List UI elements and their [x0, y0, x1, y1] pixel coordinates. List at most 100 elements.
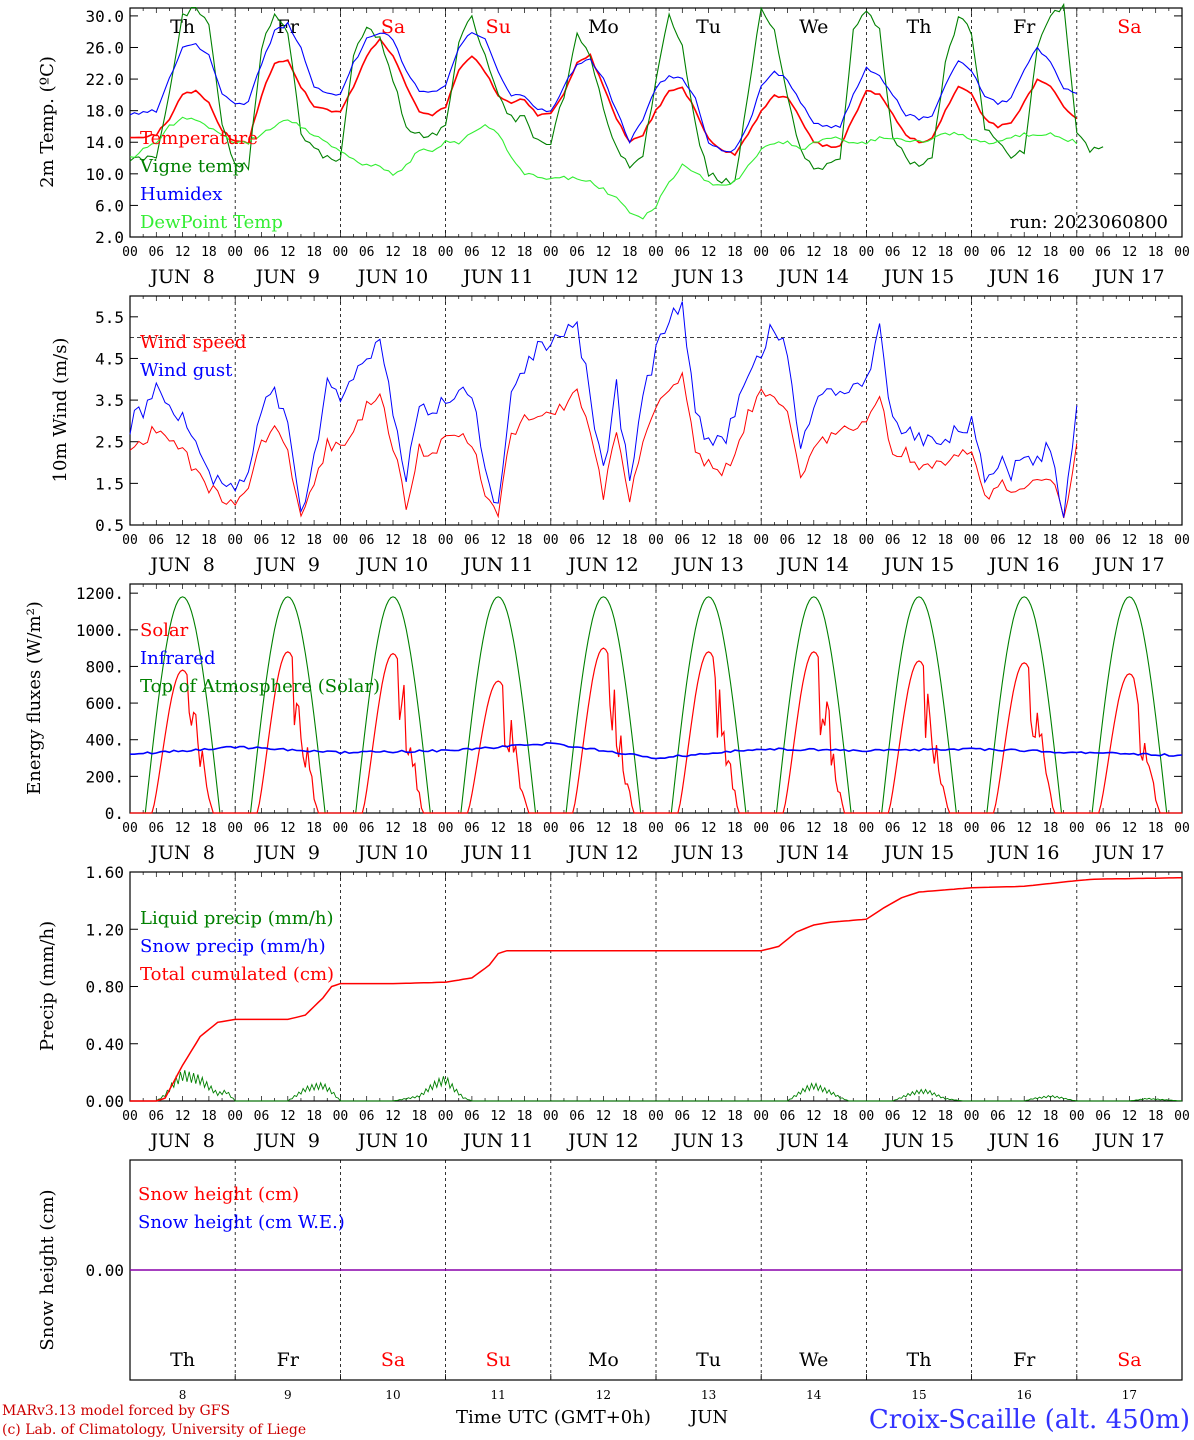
date-label: JUN 12 [566, 266, 638, 288]
weekday-label: Mo [588, 16, 619, 38]
hour-tick-label: 06 [885, 1109, 901, 1124]
y-tick-label: 0.00 [85, 1261, 124, 1280]
weekday-label: Fr [277, 16, 300, 38]
hour-tick-label: 06 [148, 245, 164, 260]
date-label: JUN 16 [987, 1130, 1059, 1152]
hour-tick-label: 12 [175, 245, 191, 260]
hour-tick-label: 18 [832, 245, 848, 260]
hour-tick-label: 12 [596, 533, 612, 548]
date-label: JUN 14 [777, 266, 849, 288]
hour-tick-label: 12 [1122, 245, 1138, 260]
hour-tick-label: 06 [990, 533, 1006, 548]
date-label: JUN 17 [1092, 554, 1164, 576]
hour-tick-label: 18 [937, 821, 953, 836]
hour-tick-label: 06 [148, 1109, 164, 1124]
hour-tick-label: 18 [727, 1109, 743, 1124]
hour-tick-label: 18 [622, 533, 638, 548]
hour-tick-label: 06 [885, 821, 901, 836]
hour-tick-label: 06 [464, 245, 480, 260]
hour-tick-label: 06 [990, 1109, 1006, 1124]
day-number-label: 11 [491, 1388, 506, 1402]
hour-tick-label: 12 [280, 245, 296, 260]
weekday-label: Th [170, 1349, 195, 1371]
hour-tick-label: 00 [753, 821, 769, 836]
hour-tick-label: 06 [359, 245, 375, 260]
date-label: JUN 8 [148, 266, 214, 288]
date-label: JUN 15 [882, 842, 954, 864]
hour-tick-label: 06 [148, 533, 164, 548]
weekday-label: We [799, 1349, 828, 1371]
y-tick-label: 1200. [76, 584, 124, 603]
date-label: JUN 16 [987, 554, 1059, 576]
hour-tick-label: 12 [175, 1109, 191, 1124]
date-label: JUN 17 [1092, 266, 1164, 288]
hour-tick-label: 12 [1016, 533, 1032, 548]
hour-tick-label: 00 [1174, 245, 1190, 260]
date-label: JUN 10 [356, 266, 428, 288]
y-tick-label: 6.0 [95, 196, 124, 215]
hour-tick-label: 06 [990, 245, 1006, 260]
y-tick-label: 1.60 [85, 863, 124, 882]
y-tick-label: 2.5 [95, 433, 124, 452]
hour-tick-label: 06 [1095, 533, 1111, 548]
hour-tick-label: 18 [201, 533, 217, 548]
hour-tick-label: 18 [1148, 1109, 1164, 1124]
date-label: JUN 17 [1092, 1130, 1164, 1152]
hour-tick-label: 00 [122, 245, 138, 260]
hour-tick-label: 00 [543, 821, 559, 836]
hour-tick-label: 12 [490, 1109, 506, 1124]
hour-tick-label: 06 [464, 533, 480, 548]
weekday-label: Sa [381, 1349, 405, 1371]
hour-tick-label: 18 [727, 245, 743, 260]
hour-tick-label: 06 [359, 821, 375, 836]
hour-tick-label: 00 [227, 533, 243, 548]
copyright-credit: (c) Lab. of Climatology, University of L… [2, 1422, 306, 1438]
y-tick-label: 3.5 [95, 391, 124, 410]
hour-tick-label: 18 [517, 1109, 533, 1124]
hour-tick-label: 00 [753, 245, 769, 260]
date-label: JUN 13 [671, 1130, 743, 1152]
legend-snow-height: Snow height (cm) [138, 1184, 299, 1205]
hour-tick-label: 12 [1122, 533, 1138, 548]
weekday-label: Th [907, 1349, 932, 1371]
hour-tick-label: 18 [306, 821, 322, 836]
hour-tick-label: 12 [806, 245, 822, 260]
y-tick-label: 1.5 [95, 474, 124, 493]
hour-tick-label: 06 [885, 533, 901, 548]
hour-tick-label: 18 [201, 245, 217, 260]
hour-tick-label: 12 [490, 533, 506, 548]
date-label: JUN 9 [254, 266, 320, 288]
legend-snow-height-we: Snow height (cm W.E.) [138, 1212, 345, 1233]
weekday-label: Sa [1117, 16, 1141, 38]
day-number-label: 17 [1122, 1388, 1137, 1402]
hour-tick-label: 00 [1069, 245, 1085, 260]
day-number-label: 9 [284, 1388, 292, 1402]
hour-tick-label: 18 [622, 821, 638, 836]
solar-line [130, 647, 1182, 814]
hour-tick-label: 06 [569, 533, 585, 548]
hour-tick-label: 12 [911, 1109, 927, 1124]
wind-series-line [129, 371, 1078, 519]
hour-tick-label: 00 [1069, 821, 1085, 836]
hour-tick-label: 12 [806, 1109, 822, 1124]
hour-tick-label: 18 [937, 533, 953, 548]
date-label: JUN 8 [148, 554, 214, 576]
date-label: JUN 11 [461, 842, 533, 864]
weekday-label: Sa [381, 16, 405, 38]
hour-tick-label: 18 [1043, 1109, 1059, 1124]
hour-tick-label: 12 [1122, 1109, 1138, 1124]
hour-tick-label: 18 [411, 1109, 427, 1124]
date-label: JUN 11 [461, 266, 533, 288]
legend-dewpoint-temp: DewPoint Temp [140, 212, 283, 233]
hour-tick-label: 18 [306, 245, 322, 260]
y-tick-label: 400. [85, 731, 124, 750]
date-label: JUN 10 [356, 842, 428, 864]
hour-tick-label: 12 [806, 533, 822, 548]
weekday-label: Fr [1013, 16, 1036, 38]
hour-tick-label: 00 [227, 1109, 243, 1124]
wind-y-axis-title: 10m Wind (m/s) [50, 338, 71, 483]
y-tick-label: 2.0 [95, 228, 124, 247]
date-label: JUN 15 [882, 266, 954, 288]
hour-tick-label: 06 [148, 821, 164, 836]
hour-tick-label: 06 [1095, 1109, 1111, 1124]
